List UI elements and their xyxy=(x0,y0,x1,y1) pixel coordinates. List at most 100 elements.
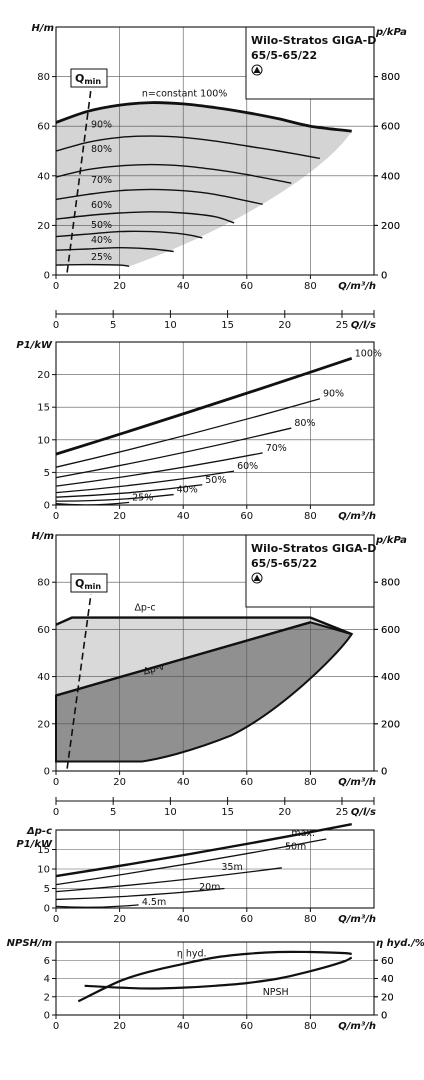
dp-chart-y2-tick-label: 400 xyxy=(381,672,400,683)
h-chart-y2-tick-label: 200 xyxy=(381,221,400,232)
npsh-chart-npsh-label: NPSH xyxy=(263,987,289,998)
npsh-chart-y2-tick-label: 40 xyxy=(381,974,394,985)
npsh-chart-y2-tick-label: 60 xyxy=(381,956,394,967)
dp-chart-y2-tick-label: 0 xyxy=(381,767,387,778)
p1-chart-x-tick-label: 80 xyxy=(304,511,317,522)
h-chart-y2-tick-label: 800 xyxy=(381,72,400,83)
p1-chart-curve-100 xyxy=(55,356,353,456)
npsh-chart-y2-tick-label: 60 xyxy=(381,956,394,967)
dpc-power-chart-x-tick-label: 20 xyxy=(113,914,126,925)
flow-ls-axis-1-tick-label: 5 xyxy=(110,320,116,331)
p1-chart-curve-80 xyxy=(55,427,292,479)
p1-chart-curve-label: 100% xyxy=(355,348,382,359)
dpc-power-chart-y-tick-label: 0 xyxy=(44,904,50,915)
h-chart-curve-label: 25% xyxy=(91,252,112,263)
flow-ls-axis-2-tick-label: 15 xyxy=(221,807,234,818)
dpc-power-chart-y-tick-label: 5 xyxy=(44,884,50,895)
npsh-chart-y2-tick-label: 0 xyxy=(381,1011,387,1022)
h-chart-curve-60 xyxy=(55,211,235,224)
h-chart-y2-axis-label: p/kPa xyxy=(375,27,407,38)
h-chart-curve-label: 60% xyxy=(91,200,112,211)
dpc-power-chart-curve-max xyxy=(55,822,352,878)
dp-chart-y-tick-label: 20 xyxy=(37,719,50,730)
dp-chart-y2-tick-label: 600 xyxy=(381,625,400,636)
dp-chart-x-tick-label: 0 xyxy=(53,777,59,788)
dp-chart-dpc-area xyxy=(56,617,352,696)
dp-chart-y2-tick-label: 200 xyxy=(381,719,400,730)
dp-chart-y2-tick-label: 400 xyxy=(381,672,400,683)
p1-chart-curve-label: 90% xyxy=(323,389,344,400)
h-chart-y2-tick-label: 200 xyxy=(381,221,400,232)
dpc-power-chart-x-tick-label: 0 xyxy=(53,914,59,925)
npsh-chart-y2-axis-label: η hyd./% xyxy=(376,938,424,949)
flow-ls-axis-1-tick-label: 10 xyxy=(164,320,177,331)
h-chart-curve-nconstant100 xyxy=(55,101,352,133)
flow-ls-axis-1-tick-label: 15 xyxy=(221,320,234,331)
dpc-power-chart-x-axis-label: Q/m³/h xyxy=(338,914,376,925)
h-chart-curve-70 xyxy=(55,188,263,205)
p1-chart-curve-50 xyxy=(55,484,203,498)
dp-chart-qmin-line xyxy=(66,593,92,769)
p1-chart-y-tick-label: 0 xyxy=(44,501,50,512)
npsh-chart-y2-tick-label: 20 xyxy=(381,992,394,1003)
h-chart-qmin-box xyxy=(70,68,108,88)
h-chart-y-tick-label: 60 xyxy=(37,122,50,133)
p1-chart-x-tick-label: 20 xyxy=(113,511,126,522)
npsh-chart-x-tick-label: 60 xyxy=(240,1021,253,1032)
dp-chart-title-line2: 65/5-65/22 xyxy=(251,557,317,570)
h-chart-y-tick-label: 0 xyxy=(44,271,50,282)
flow-ls-axis-2-axis-label: Q/l/s xyxy=(351,807,376,818)
h-chart-x-axis-label: Q/m³/h xyxy=(338,281,376,292)
h-chart-curve-80 xyxy=(55,163,292,184)
h-chart-x-tick-label: 80 xyxy=(304,281,317,292)
h-chart-x-tick-label: 40 xyxy=(177,281,190,292)
dp-chart-plot-border xyxy=(55,534,375,772)
h-chart-y2-tick-label: 400 xyxy=(381,171,400,182)
h-chart-y2-tick-label: 0 xyxy=(381,271,387,282)
dpc-power-chart-curve-label: 4.5m xyxy=(142,897,166,908)
dpc-power-chart-curve-label: 20m xyxy=(199,882,220,893)
dpc-power-chart-x-tick-label: 40 xyxy=(177,914,190,925)
p1-chart-curve-90 xyxy=(55,398,321,468)
dpc-power-chart-y-axis-label: Δp-c xyxy=(26,826,52,837)
dpc-power-chart-x-tick-label: 60 xyxy=(240,914,253,925)
p1-chart-x-tick-label: 0 xyxy=(53,511,59,522)
dp-chart-y-tick-label: 80 xyxy=(37,578,50,589)
dpc-power-chart-y-tick-label: 15 xyxy=(37,845,50,856)
dpc-power-chart-curve-35m xyxy=(55,867,282,893)
p1-chart-curve-label: 40% xyxy=(177,485,198,496)
dpc-power-chart-curve-20m xyxy=(55,887,225,901)
dpc-power-chart-curve-label: max. xyxy=(291,828,315,839)
npsh-chart-y-tick-label: 4 xyxy=(44,974,50,985)
h-chart-y-tick-label: 40 xyxy=(37,171,50,182)
h-chart-curve-90 xyxy=(55,135,321,160)
dpc-power-chart-y-tick-label: 10 xyxy=(37,865,50,876)
p1-chart-curve-label: 25% xyxy=(132,492,153,503)
flow-ls-axis-2-tick-label: 10 xyxy=(164,807,177,818)
h-chart-y2-tick-label: 400 xyxy=(381,171,400,182)
dpc-power-chart-plot-border xyxy=(55,829,375,909)
npsh-chart-x-tick-label: 80 xyxy=(304,1021,317,1032)
h-chart-y2-tick-label: 600 xyxy=(381,122,400,133)
dp-chart-y2-tick-label: 0 xyxy=(381,767,387,778)
dp-chart-qmin-box xyxy=(70,573,108,593)
flow-ls-axis-2-tick-label: 0 xyxy=(53,807,59,818)
h-chart-x-tick-label: 0 xyxy=(53,281,59,292)
dp-chart-dpc-line xyxy=(55,616,353,636)
dp-chart-y2-tick-label: 800 xyxy=(381,578,400,589)
npsh-chart-x-tick-label: 20 xyxy=(113,1021,126,1032)
p1-chart-curve-label: 60% xyxy=(237,461,258,472)
npsh-chart-y-tick-label: 6 xyxy=(44,956,50,967)
p1-chart-curve-label: 80% xyxy=(294,418,315,429)
flow-ls-axis-1-tick-label: 0 xyxy=(53,320,59,331)
dpc-power-chart-x-tick-label: 80 xyxy=(304,914,317,925)
h-chart-x-tick-label: 20 xyxy=(113,281,126,292)
flow-ls-axis-1-tick-label: 25 xyxy=(336,320,349,331)
p1-chart-curve-60 xyxy=(55,470,235,494)
dp-chart-brand-icon-mark xyxy=(253,574,261,581)
h-chart-y-tick-label: 20 xyxy=(37,221,50,232)
npsh-chart-y-axis-label: NPSH/m xyxy=(7,938,52,949)
h-chart-curve-label: 50% xyxy=(91,220,112,231)
dp-chart-x-tick-label: 20 xyxy=(113,777,126,788)
